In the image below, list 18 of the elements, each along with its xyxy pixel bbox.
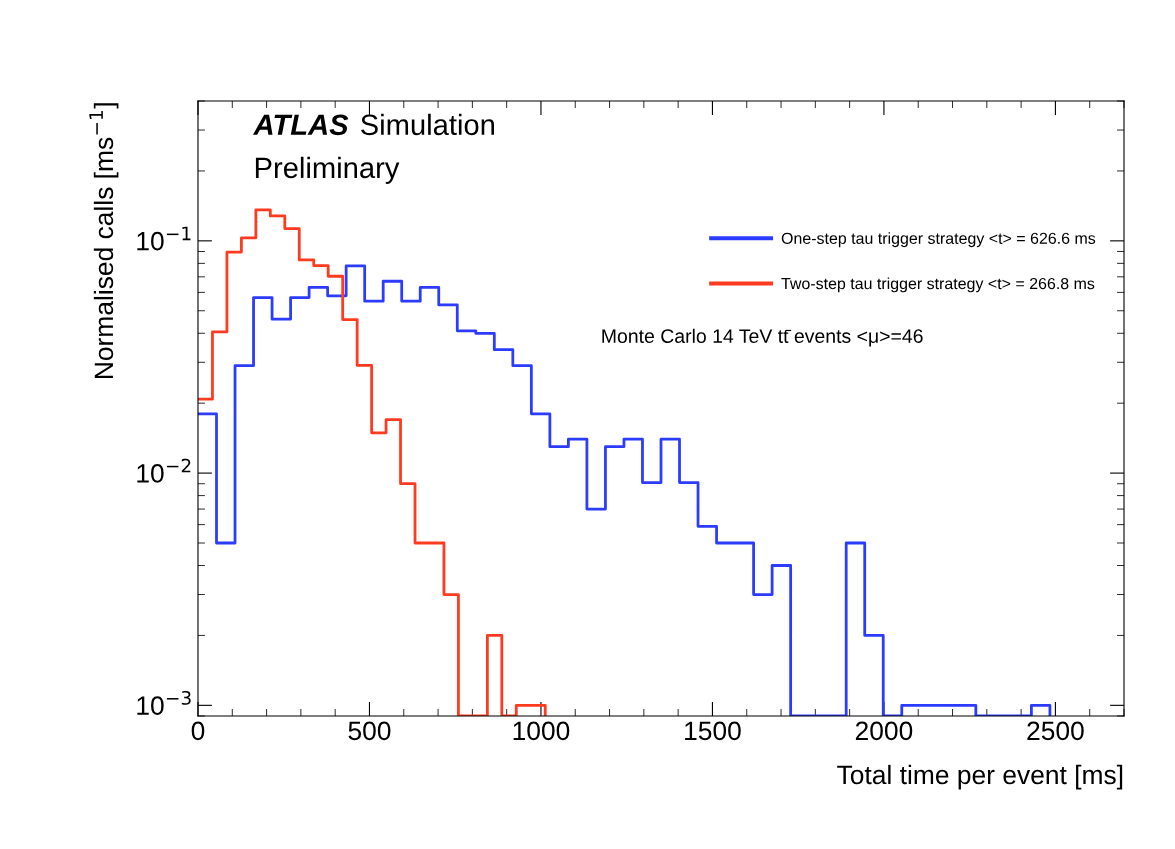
x-tick-label: 2000	[855, 721, 913, 741]
x-axis-title: Total time per event [ms]	[837, 764, 1123, 790]
annotation: Simulation	[361, 113, 494, 136]
legend-label: One-step tau trigger strategy <t> = 626.6 ms	[781, 232, 1096, 248]
annotation: Monte Carlo 14 TeV tt̄ events <μ>=46	[602, 328, 923, 347]
y-tick-label: 10$^{−3}$	[137, 690, 191, 715]
y-tick-label: 10$^{−1}$	[137, 226, 191, 251]
annotation: ATLAS	[252, 114, 349, 136]
line-series	[197, 208, 547, 716]
legend-label: Two-step tau trigger strategy <t> = 266.8 ms	[781, 277, 1095, 293]
x-tick-label: 500	[348, 721, 391, 741]
y-axis-title: Normalised calls [ms$^{−1}$]	[89, 103, 119, 379]
x-tick-label: 1500	[685, 721, 741, 741]
x-tick-label: 1000	[513, 721, 570, 741]
annotation: Preliminary	[255, 156, 400, 184]
y-tick-label: 10$^{−2}$	[137, 458, 191, 483]
x-tick-label: 0	[191, 721, 205, 741]
x-tick-label: 2500	[1027, 721, 1084, 741]
